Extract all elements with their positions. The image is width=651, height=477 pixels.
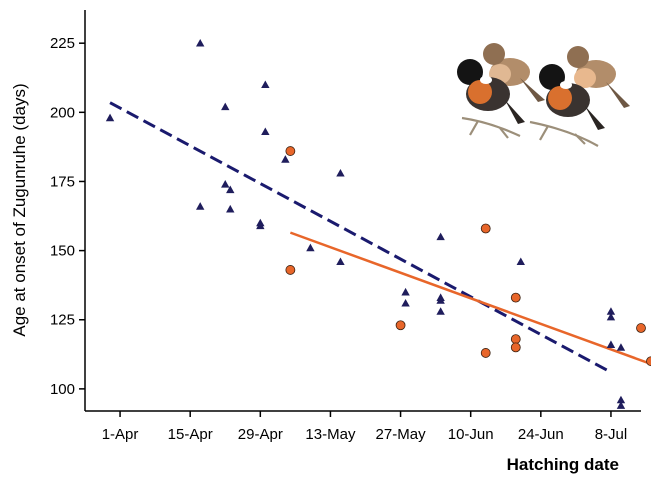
triangle-point (196, 202, 205, 210)
stonechat-birds-illustration (457, 43, 630, 147)
y-axis-ticks: 100 125 150 175 200 225 (50, 35, 85, 398)
triangle-point (606, 307, 616, 315)
circle-point (510, 292, 521, 303)
y-tick-label: 175 (50, 173, 75, 190)
y-tick-label: 100 (50, 381, 75, 398)
circle-point (395, 320, 406, 331)
x-tick-label: 29-Apr (238, 426, 283, 443)
triangle-point (436, 232, 445, 241)
triangle-point (336, 168, 345, 177)
triangle-point (261, 80, 270, 89)
triangle-point (256, 221, 265, 230)
data-points (105, 38, 651, 409)
triangle-point (616, 401, 626, 409)
circle-point (636, 323, 646, 333)
x-tick-label: 1-Apr (102, 426, 139, 443)
triangle-point (401, 298, 410, 307)
triangle-point (401, 287, 410, 296)
x-tick-label: 15-Apr (168, 426, 213, 443)
triangle-point (436, 307, 445, 315)
circle-point (510, 334, 521, 344)
triangle-point (221, 102, 230, 111)
y-axis-title: Age at onset of Zugunruhe (days) (10, 83, 29, 336)
circle-point (480, 348, 491, 358)
trend-line-solid (289, 231, 651, 366)
circle-point (480, 223, 491, 234)
triangle-point (226, 204, 235, 213)
triangle-point (105, 113, 115, 122)
x-tick-label: 8-Jul (595, 426, 628, 443)
triangle-point (221, 180, 230, 188)
x-axis-title: Hatching date (507, 455, 619, 474)
triangle-point (336, 257, 345, 266)
triangle-point (616, 343, 626, 351)
triangle-point (616, 395, 626, 404)
triangle-point (306, 243, 315, 252)
circle-point (646, 356, 651, 367)
trend-line-dashed (109, 101, 612, 374)
circle-point (510, 342, 521, 353)
triangle-point (281, 155, 290, 163)
triangle-point (261, 127, 270, 136)
circle-point (285, 146, 296, 156)
triangle-point (516, 257, 525, 266)
x-tick-label: 27-May (376, 426, 427, 443)
triangle-point (606, 312, 616, 321)
x-axis-ticks: 1-Apr 15-Apr 29-Apr 13-May 27-May 10-Jun 24-Ju… (102, 411, 627, 443)
y-tick-label: 225 (50, 35, 75, 52)
x-tick-label: 13-May (305, 426, 356, 443)
x-tick-label: 10-Jun (448, 426, 494, 443)
circle-point (285, 265, 296, 275)
trend-lines (109, 101, 651, 374)
y-tick-label: 200 (50, 104, 75, 121)
y-tick-label: 150 (50, 243, 75, 260)
triangle-point (226, 185, 235, 194)
x-tick-label: 24-Jun (518, 426, 564, 443)
triangle-point (196, 38, 205, 47)
triangle-point (606, 340, 616, 348)
triangle-point (436, 296, 445, 304)
y-tick-label: 125 (50, 312, 75, 329)
